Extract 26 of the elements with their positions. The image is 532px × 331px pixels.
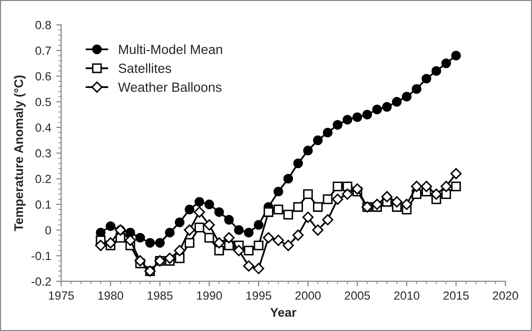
x-axis-title: Year [270,308,296,317]
y-tick-label: 0.8 [36,20,51,30]
y-tick-label: 0.6 [36,72,51,81]
x-tick-label: 1975 [48,291,74,300]
y-tick-label: 0.3 [36,149,51,158]
y-tick-label: -0.1 [32,252,51,260]
y-tick-label: 0.5 [36,98,51,106]
y-tick-label: 0 [45,226,51,234]
x-tick-label: 1990 [197,291,222,300]
x-tick-label: 2010 [394,291,420,300]
x-tick-label: 1980 [98,291,124,300]
y-tick-label: 0.1 [36,200,51,209]
x-tick-label: 2015 [444,291,469,300]
x-tick-label: 2020 [492,291,518,300]
legend-label: Weather Balloons [118,82,222,92]
legend-label: Multi-Model Mean [119,44,222,54]
y-tick-label: -0.2 [32,277,51,286]
y-tick-label: 0.7 [36,46,51,55]
x-tick-label: 1985 [148,291,173,300]
x-tick-label: 1995 [246,291,272,300]
y-axis-title: Temperature Anomaly (°C) [14,75,26,232]
x-tick-label: 2005 [344,291,370,300]
y-tick-label: 0.4 [36,123,52,132]
x-tick-label: 2000 [295,291,321,300]
y-tick-label: 0.2 [36,174,51,184]
legend-label: Satellites [118,63,172,73]
